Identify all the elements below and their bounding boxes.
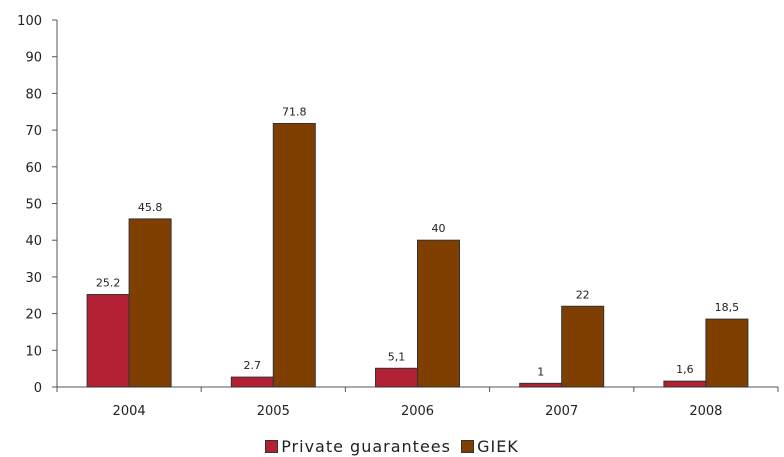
- bar-giek-2008: [705, 318, 749, 388]
- bar-private-guarantees-2008: [663, 380, 707, 388]
- y-tick-label: 20: [25, 308, 42, 323]
- x-axis: 2004 2005 2006 2007 2008: [56, 387, 779, 419]
- bar-giek-2007: [561, 305, 605, 388]
- data-label-private-guarantees-2004: 25.2: [96, 277, 121, 290]
- legend-swatch-private-guarantees: [265, 440, 279, 453]
- data-label-private-guarantees-2008: 1,6: [676, 363, 694, 376]
- data-label-giek-2005: 71.8: [282, 105, 307, 118]
- data-label-giek-2006: 40: [432, 222, 446, 235]
- y-tick-label: 0: [34, 381, 42, 396]
- legend-item-giek: GIEK: [461, 437, 519, 456]
- bar-private-guarantees-2007: [519, 382, 563, 388]
- x-tick-label: 2006: [401, 404, 434, 419]
- data-label-private-guarantees-2005: 2.7: [244, 359, 262, 372]
- data-label-private-guarantees-2006: 5,1: [388, 350, 406, 363]
- bar-private-guarantees-2004: [86, 294, 130, 388]
- legend: Private guarantees GIEK: [0, 437, 784, 457]
- bar-giek-2005: [272, 122, 316, 388]
- bar-private-guarantees-2005: [230, 376, 274, 388]
- y-tick-label: 30: [25, 271, 42, 286]
- y-tick-label: 40: [25, 234, 42, 249]
- legend-swatch-giek: [461, 440, 475, 453]
- legend-label-private-guarantees: Private guarantees: [281, 437, 451, 456]
- bars: 25.2 2.7 5,1 1 1,6 45.8 71.8 40 22 18,5: [86, 105, 749, 388]
- legend-label-giek: GIEK: [477, 437, 519, 456]
- bar-giek-2004: [128, 218, 172, 388]
- bar-private-guarantees-2006: [375, 367, 418, 388]
- x-tick-label: 2005: [257, 404, 290, 419]
- data-label-giek-2008: 18,5: [715, 301, 740, 314]
- y-tick-label: 60: [25, 161, 42, 176]
- y-axis: 0 10 20 30 40 50 60 70 80 90 100: [17, 14, 57, 396]
- x-tick-label: 2004: [113, 404, 146, 419]
- data-label-private-guarantees-2007: 1: [537, 365, 544, 378]
- y-tick-label: 100: [17, 14, 42, 29]
- x-tick-label: 2007: [545, 404, 578, 419]
- data-label-giek-2004: 45.8: [138, 201, 163, 214]
- y-tick-label: 10: [25, 344, 42, 359]
- y-tick-label: 80: [25, 87, 42, 102]
- y-tick-label: 70: [25, 124, 42, 139]
- y-tick-label: 50: [25, 198, 42, 213]
- y-tick-label: 90: [25, 51, 42, 66]
- bar-giek-2006: [417, 239, 460, 388]
- legend-item-private-guarantees: Private guarantees: [265, 437, 451, 456]
- x-tick-label: 2008: [689, 404, 722, 419]
- data-label-giek-2007: 22: [576, 288, 590, 301]
